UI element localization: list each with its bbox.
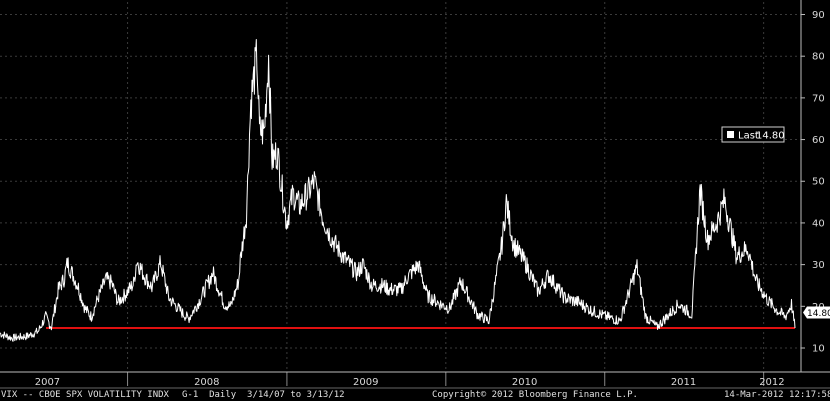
legend-box: Last 14.80	[721, 126, 785, 143]
footer-copyright: Copyright© 2012 Bloomberg Finance L.P.	[432, 390, 638, 400]
grid	[0, 2, 801, 372]
x-tick-label: 2012	[759, 377, 784, 388]
x-tick-label: 2007	[35, 377, 60, 388]
footer-settings: G-1 Daily 3/14/07 to 3/13/12	[182, 390, 345, 400]
y-tick-label: 90	[812, 10, 825, 21]
x-tick-label: 2008	[194, 377, 219, 388]
footer-bar: VIX -- CBOE SPX VOLATILITY INDX G-1 Dail…	[1, 390, 830, 400]
x-axis-ticks: 2007 2008 2009 2010 2011 2012	[35, 377, 785, 388]
legend-label: Last	[738, 131, 759, 142]
series-line	[0, 39, 796, 342]
y-tick-label: 10	[812, 343, 825, 354]
series-group	[0, 39, 796, 342]
axes	[0, 0, 830, 389]
last-value-tag-text: 14.80	[807, 309, 830, 319]
y-tick-label: 30	[812, 260, 825, 271]
y-tick-label: 50	[812, 177, 825, 188]
last-value-tag: 14.80	[803, 306, 830, 319]
x-tick-label: 2011	[671, 377, 696, 388]
legend-swatch	[727, 131, 734, 138]
footer-timestamp: 14-Mar-2012 12:17:58	[724, 390, 830, 400]
y-tick-label: 70	[812, 93, 825, 104]
legend-value: 14.80	[756, 131, 785, 142]
footer-ticker: VIX -- CBOE SPX VOLATILITY INDX	[1, 390, 170, 400]
last-value-tag-shape	[803, 306, 830, 319]
y-tick-label: 80	[812, 52, 825, 63]
x-tick-label: 2009	[353, 377, 378, 388]
y-axis-ticks: 102030405060708090	[812, 10, 825, 354]
y-tick-label: 40	[812, 218, 825, 229]
legend-frame	[721, 126, 785, 143]
x-tick-label: 2010	[512, 377, 537, 388]
y-tick-label: 60	[812, 135, 825, 146]
